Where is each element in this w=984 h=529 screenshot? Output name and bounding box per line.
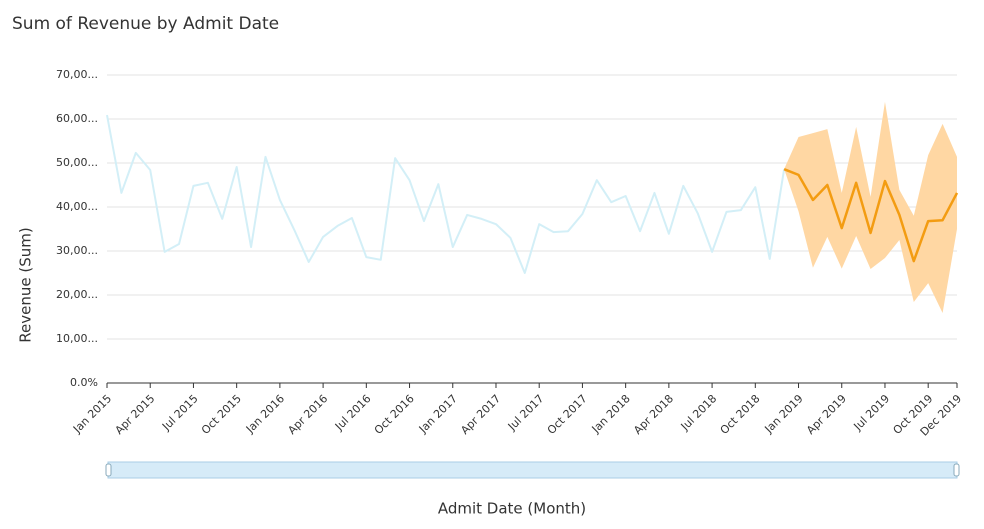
x-tick-label: Jul 2018: [678, 392, 720, 434]
x-tick-label: Apr 2017: [458, 392, 503, 437]
y-tick-label: 30,00...: [56, 244, 98, 257]
line: [106, 114, 786, 274]
x-tick-label: Oct 2018: [718, 392, 763, 437]
x-axis-title: Admit Date (Month): [438, 500, 586, 518]
x-tick-label: Jan 2016: [243, 392, 287, 436]
range-slider[interactable]: [107, 461, 958, 479]
x-tick-label: Jan 2018: [589, 392, 633, 436]
x-tick-label: Oct 2017: [545, 392, 590, 437]
y-tick-label: 50,00...: [56, 156, 98, 169]
y-tick-label: 70,00...: [56, 68, 98, 81]
x-tick-label: Apr 2015: [113, 392, 158, 437]
x-tick-label: Jan 2017: [416, 392, 460, 436]
x-tick-label: Jul 2015: [159, 392, 201, 434]
y-tick-label: 10,00...: [56, 332, 98, 345]
line: [783, 167, 959, 263]
y-tick-label: 60,00...: [56, 112, 98, 125]
x-tick-label: Oct 2015: [199, 392, 244, 437]
x-tick-label: Apr 2019: [804, 392, 849, 437]
y-tick-label: 40,00...: [56, 200, 98, 213]
x-tick-label: Apr 2018: [631, 392, 676, 437]
y-tick-label: 20,00...: [56, 288, 98, 301]
slider-handle[interactable]: [953, 463, 960, 477]
x-tick-label: Jul 2019: [851, 392, 893, 434]
y-tick-label: 0.0%: [70, 376, 98, 389]
y-axis-title: Revenue (Sum): [17, 227, 35, 342]
chart-title: Sum of Revenue by Admit Date: [12, 14, 279, 34]
x-tick-label: Jul 2017: [505, 392, 547, 434]
x-tick-label: Jul 2016: [332, 392, 374, 434]
x-tick-label: Apr 2016: [285, 392, 330, 437]
slider-handle[interactable]: [105, 463, 112, 477]
x-tick-label: Oct 2016: [372, 392, 417, 437]
forecast-band: [784, 101, 957, 314]
x-tick-label: Jan 2019: [762, 392, 806, 436]
x-tick-label: Jan 2015: [70, 392, 114, 436]
